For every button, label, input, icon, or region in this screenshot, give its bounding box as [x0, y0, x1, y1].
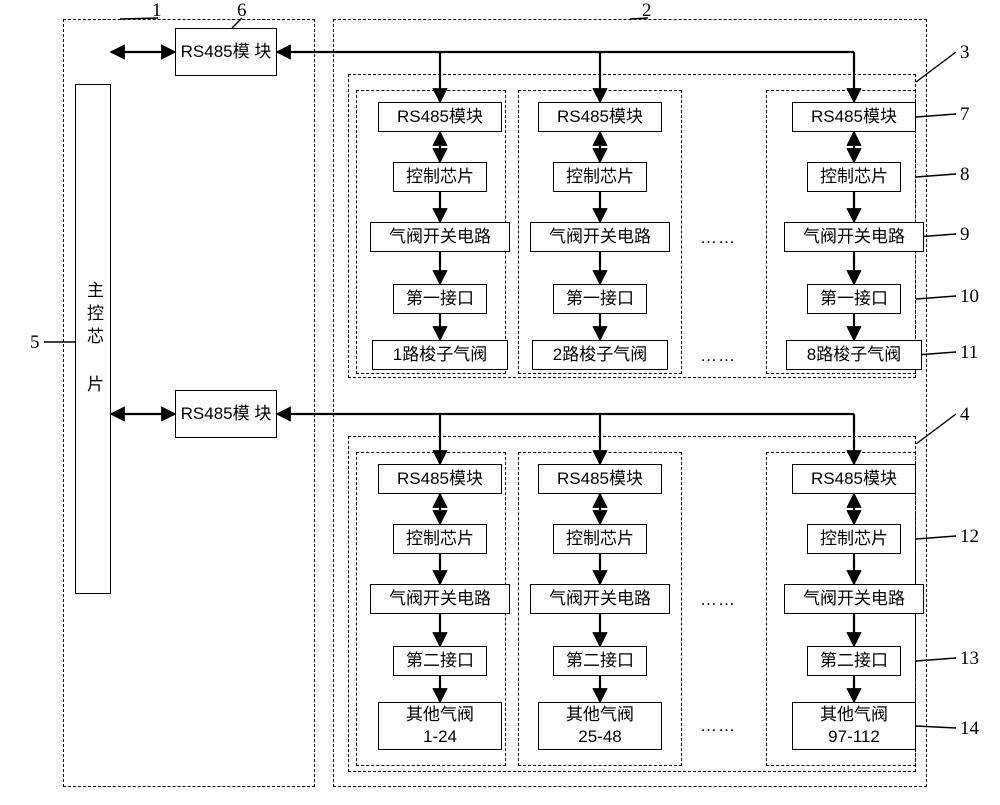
upper-col3-row2-label: 控制芯片	[820, 166, 888, 188]
upper-col2-row1: RS485模块	[538, 102, 662, 132]
lower-col1-row3: 气阀开关电路	[370, 584, 510, 614]
upper-col2-row5: 2路梭子气阀	[532, 340, 668, 370]
lower-col3-row1-label: RS485模块	[811, 468, 897, 490]
upper-col2-row4: 第一接口	[553, 284, 647, 314]
lower-col3-row4-label: 第二接口	[820, 650, 888, 672]
ellipsis-lower: ……	[700, 590, 736, 610]
callout-2: 2	[642, 0, 652, 22]
main-chip-box: 主控芯 片	[75, 84, 111, 594]
upper-col2-row3: 气阀开关电路	[530, 222, 670, 252]
lower-col3-row4: 第二接口	[807, 646, 901, 676]
upper-col3-row4: 第一接口	[807, 284, 901, 314]
upper-col3-row1: RS485模块	[792, 102, 916, 132]
lower-col2-row5: 其他气阀 25-48	[538, 702, 662, 750]
lower-col1-row3-label: 气阀开关电路	[389, 588, 491, 610]
callout-14: 14	[960, 718, 979, 740]
lower-col2-row2: 控制芯片	[553, 524, 647, 554]
callout-13: 13	[960, 648, 979, 670]
lower-col3-row3-label: 气阀开关电路	[803, 588, 905, 610]
upper-col3-row5-label: 8路梭子气阀	[807, 344, 901, 366]
lower-col1-row1-label: RS485模块	[397, 468, 483, 490]
upper-col1-row4: 第一接口	[393, 284, 487, 314]
upper-col3-row3-label: 气阀开关电路	[803, 226, 905, 248]
lower-col1-row4: 第二接口	[393, 646, 487, 676]
lower-col2-row1: RS485模块	[538, 464, 662, 494]
lower-col3-row2-label: 控制芯片	[820, 528, 888, 550]
lower-col1-row2: 控制芯片	[393, 524, 487, 554]
ellipsis-upper-2: ……	[700, 346, 736, 366]
upper-col3-row4-label: 第一接口	[820, 288, 888, 310]
lower-col1-row5-label: 其他气阀 1-24	[406, 704, 474, 748]
main-chip-label: 主控芯 片	[82, 281, 104, 398]
upper-col1-row2-label: 控制芯片	[406, 166, 474, 188]
upper-col3-row1-label: RS485模块	[811, 106, 897, 128]
callout-12: 12	[960, 526, 979, 548]
upper-col2-row2: 控制芯片	[553, 162, 647, 192]
callout-7: 7	[960, 104, 970, 126]
upper-col2-row2-label: 控制芯片	[566, 166, 634, 188]
callout-10: 10	[960, 286, 979, 308]
callout-9: 9	[960, 224, 970, 246]
lower-col2-row1-label: RS485模块	[557, 468, 643, 490]
lower-col2-row3: 气阀开关电路	[530, 584, 670, 614]
callout-8: 8	[960, 164, 970, 186]
lower-col1-row2-label: 控制芯片	[406, 528, 474, 550]
upper-col1-row3-label: 气阀开关电路	[389, 226, 491, 248]
lower-col3-row1: RS485模块	[792, 464, 916, 494]
callout-11: 11	[960, 342, 978, 364]
diagram-stage: 主控芯 片 RS485模 块 RS485模 块 …… …… …… …… 1 2 …	[0, 0, 1000, 805]
lower-col3-row5-label: 其他气阀 97-112	[820, 704, 888, 748]
callout-1: 1	[152, 0, 162, 22]
lower-col2-row2-label: 控制芯片	[566, 528, 634, 550]
upper-col1-row1: RS485模块	[378, 102, 502, 132]
lower-col2-row4: 第二接口	[553, 646, 647, 676]
upper-col1-row2: 控制芯片	[393, 162, 487, 192]
callout-4: 4	[960, 404, 970, 426]
lower-col1-row4-label: 第二接口	[406, 650, 474, 672]
upper-col1-row5-label: 1路梭子气阀	[393, 344, 487, 366]
rs485-top-box: RS485模 块	[175, 28, 277, 76]
callout-3: 3	[960, 42, 970, 64]
upper-col3-row3: 气阀开关电路	[784, 222, 924, 252]
rs485-bottom-box: RS485模 块	[175, 390, 277, 438]
upper-col2-row1-label: RS485模块	[557, 106, 643, 128]
ellipsis-upper: ……	[700, 228, 736, 248]
upper-col1-row5: 1路梭子气阀	[372, 340, 508, 370]
lower-col2-row5-label: 其他气阀 25-48	[566, 704, 634, 748]
lower-col2-row3-label: 气阀开关电路	[549, 588, 651, 610]
lower-col2-row4-label: 第二接口	[566, 650, 634, 672]
lower-col3-row3: 气阀开关电路	[784, 584, 924, 614]
upper-col3-row5: 8路梭子气阀	[786, 340, 922, 370]
upper-col3-row2: 控制芯片	[807, 162, 901, 192]
lower-col1-row5: 其他气阀 1-24	[378, 702, 502, 750]
rs485-top-label: RS485模 块	[181, 41, 272, 63]
lower-col3-row2: 控制芯片	[807, 524, 901, 554]
lower-col1-row1: RS485模块	[378, 464, 502, 494]
lower-col3-row5: 其他气阀 97-112	[792, 702, 916, 750]
ellipsis-lower-2: ……	[700, 716, 736, 736]
upper-col2-row5-label: 2路梭子气阀	[553, 344, 647, 366]
rs485-bottom-label: RS485模 块	[181, 403, 272, 425]
upper-col2-row3-label: 气阀开关电路	[549, 226, 651, 248]
upper-col2-row4-label: 第一接口	[566, 288, 634, 310]
upper-col1-row3: 气阀开关电路	[370, 222, 510, 252]
upper-col1-row1-label: RS485模块	[397, 106, 483, 128]
callout-6: 6	[237, 0, 247, 22]
callout-5: 5	[30, 332, 40, 354]
upper-col1-row4-label: 第一接口	[406, 288, 474, 310]
